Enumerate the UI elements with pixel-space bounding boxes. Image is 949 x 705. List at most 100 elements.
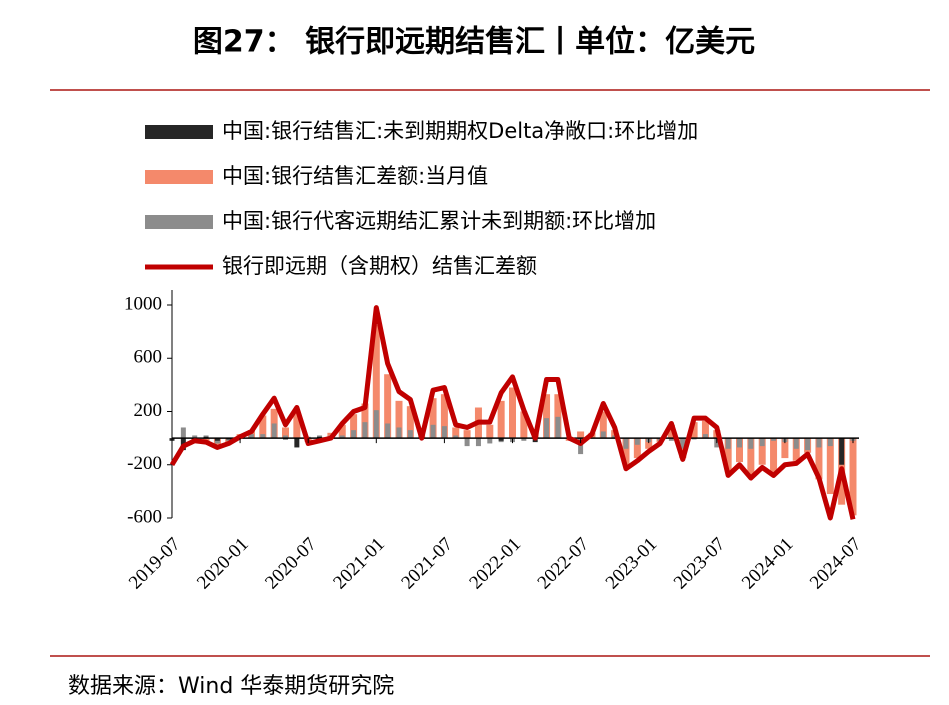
- legend-label: 中国:银行代客远期结汇累计未到期额:环比增加: [222, 209, 656, 233]
- bar: [793, 438, 799, 449]
- bar: [827, 438, 833, 447]
- bar: [385, 423, 391, 439]
- legend-label: 中国:银行结售汇差额:当月值: [222, 164, 488, 188]
- legend-swatch: [145, 215, 213, 229]
- bar: [805, 438, 811, 451]
- bar: [497, 400, 505, 439]
- bar: [487, 438, 493, 444]
- bar: [599, 411, 607, 439]
- bar: [180, 427, 186, 439]
- bar: [748, 438, 754, 449]
- bar: [702, 434, 708, 439]
- x-tick-label: 2024-01: [738, 534, 798, 594]
- bar: [725, 438, 731, 449]
- y-tick-label: 200: [134, 400, 163, 421]
- bar: [407, 430, 413, 439]
- legend-swatch: [145, 125, 213, 139]
- bar: [361, 403, 369, 439]
- bar: [293, 411, 301, 439]
- x-tick-label: 2021-07: [397, 534, 457, 594]
- x-tick-label: 2022-01: [465, 534, 525, 594]
- bar: [668, 438, 674, 441]
- bar: [578, 438, 584, 455]
- bar: [440, 394, 448, 439]
- bar: [453, 435, 459, 439]
- bar: [475, 438, 481, 447]
- bar: [259, 415, 267, 439]
- bar: [521, 438, 527, 441]
- bar: [351, 430, 357, 439]
- bar: [464, 438, 470, 447]
- y-tick-label: -600: [127, 506, 162, 527]
- bar: [406, 406, 414, 439]
- bar: [544, 418, 550, 439]
- bar: [339, 435, 345, 439]
- bar: [520, 411, 528, 439]
- x-tick-label: 2020-01: [193, 534, 253, 594]
- bar: [362, 422, 368, 439]
- bar: [395, 400, 403, 439]
- bar: [260, 434, 266, 439]
- legend-swatch: [145, 170, 213, 184]
- bar: [543, 394, 551, 439]
- bar: [555, 416, 561, 439]
- bar: [815, 438, 823, 480]
- bar: [441, 426, 447, 439]
- bar: [373, 410, 379, 439]
- bar: [338, 424, 346, 439]
- bar: [452, 427, 460, 439]
- bar: [839, 438, 845, 465]
- bar: [826, 438, 834, 495]
- bar: [283, 435, 288, 439]
- bar: [771, 438, 777, 441]
- bar: [816, 438, 822, 448]
- bar: [781, 438, 789, 459]
- bar: [690, 422, 698, 439]
- legend-label: 中国:银行结售汇:未到期期权Delta净敞口:环比增加: [222, 119, 698, 143]
- y-tick-label: 1000: [124, 293, 162, 314]
- bar: [634, 438, 640, 445]
- bar: [248, 434, 254, 439]
- y-tick-label: -200: [127, 453, 162, 474]
- bar: [849, 438, 857, 516]
- bar: [554, 394, 562, 439]
- bar: [577, 431, 585, 439]
- bar: [509, 387, 516, 439]
- bar: [758, 438, 766, 465]
- bar: [622, 438, 630, 465]
- bar: [271, 423, 277, 439]
- bar: [498, 438, 504, 441]
- bar: [294, 438, 300, 448]
- bar: [633, 438, 641, 459]
- x-tick-label: 2019-07: [125, 534, 185, 594]
- bar: [792, 438, 800, 461]
- bar: [384, 374, 392, 439]
- x-tick-label: 2023-01: [602, 534, 662, 594]
- bar: [192, 435, 198, 439]
- bar: [396, 427, 402, 439]
- legend-label: 银行即远期（含期权）结售汇差额: [222, 254, 537, 278]
- bar: [372, 324, 380, 439]
- x-tick-label: 2022-07: [534, 534, 594, 594]
- bar: [350, 414, 358, 439]
- source: 数据来源：Wind 华泰期货研究院: [68, 674, 394, 699]
- bar: [463, 430, 471, 439]
- bar: [214, 438, 220, 441]
- line: [169, 305, 856, 521]
- bar: [770, 438, 778, 473]
- bar: [486, 424, 494, 439]
- bar: [430, 424, 436, 439]
- bar: [759, 438, 765, 447]
- x-tick-label: 2023-07: [670, 534, 730, 594]
- bar: [736, 438, 743, 463]
- bar: [724, 438, 732, 472]
- bar: [680, 438, 686, 449]
- bar: [701, 420, 709, 439]
- bar: [623, 438, 629, 449]
- x-tick-label: 2020-07: [261, 534, 321, 594]
- bar: [282, 427, 289, 439]
- bar: [645, 438, 653, 449]
- bar: [429, 398, 437, 439]
- bar: [747, 438, 755, 476]
